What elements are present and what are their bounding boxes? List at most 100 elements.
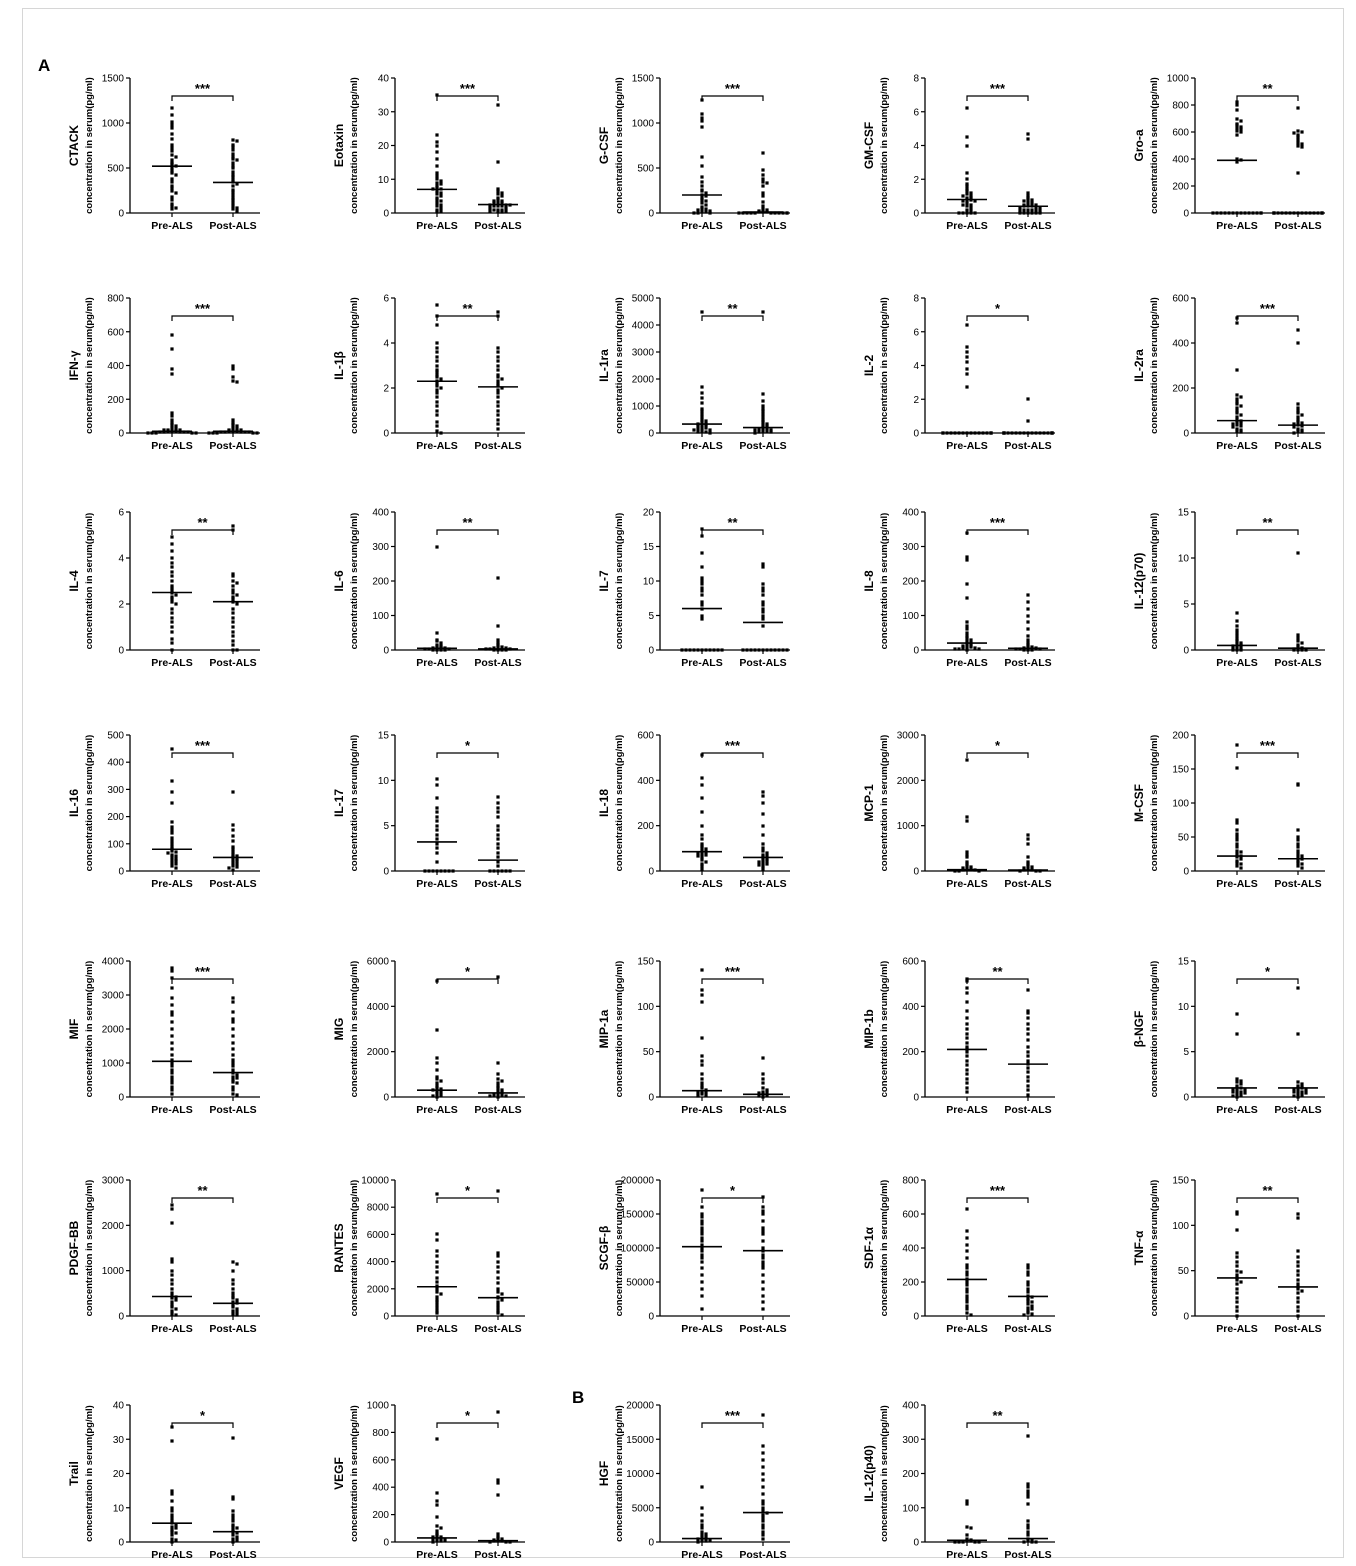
- data-point: [439, 209, 443, 213]
- data-point: [1034, 1540, 1038, 1544]
- data-point: [170, 861, 174, 865]
- data-point: [1026, 211, 1030, 215]
- data-point: [969, 203, 973, 207]
- data-point: [435, 1437, 439, 1441]
- data-point: [496, 208, 500, 212]
- data-point: [496, 864, 500, 868]
- data-point: [190, 431, 194, 435]
- data-point: [451, 869, 455, 873]
- data-point: [761, 1205, 765, 1209]
- data-point: [1296, 842, 1300, 846]
- significance-bracket: [436, 529, 499, 535]
- data-point: [1026, 194, 1030, 198]
- data-point: [1296, 411, 1300, 415]
- y-tick-label: 1500: [102, 74, 125, 85]
- y-tick-label: 3000: [897, 731, 920, 742]
- data-point: [969, 194, 973, 198]
- data-point: [1026, 1482, 1030, 1486]
- data-point: [965, 631, 969, 635]
- data-point: [170, 637, 174, 641]
- data-point: [435, 1089, 439, 1093]
- data-point: [761, 1229, 765, 1233]
- data-point: [231, 155, 235, 159]
- data-point: [231, 196, 235, 200]
- data-point: [761, 1537, 765, 1541]
- y-tick-label: 1000: [102, 1266, 125, 1277]
- y-tick-label: 300: [107, 785, 124, 796]
- data-point: [154, 431, 158, 435]
- data-point: [1030, 201, 1034, 205]
- data-point: [1296, 633, 1300, 637]
- data-point: [435, 186, 439, 190]
- data-point: [700, 1222, 704, 1226]
- data-point: [170, 586, 174, 590]
- category-label: Pre-ALS: [946, 1549, 987, 1561]
- data-point: [435, 1092, 439, 1096]
- data-point: [1022, 208, 1026, 212]
- data-point: [965, 1533, 969, 1537]
- data-point: [170, 195, 174, 199]
- data-point: [496, 355, 500, 359]
- data-point: [1296, 1084, 1300, 1088]
- data-point: [700, 184, 704, 188]
- data-point: [765, 1088, 769, 1092]
- data-point: [761, 1273, 765, 1277]
- data-point: [700, 586, 704, 590]
- y-tick-label: 8000: [367, 1203, 390, 1214]
- y-tick-label: 150: [637, 957, 654, 968]
- data-point: [1235, 1269, 1239, 1273]
- data-point: [435, 1084, 439, 1088]
- data-point: [496, 1481, 500, 1485]
- y-tick-label: 0: [1183, 646, 1189, 657]
- data-point: [700, 796, 704, 800]
- data-point: [170, 333, 174, 337]
- y-tick-label: 6: [383, 294, 389, 305]
- y-axis-unit: concentration in serum(pg/ml): [614, 1180, 625, 1317]
- y-tick-label: 5000: [632, 1503, 655, 1514]
- data-point: [443, 869, 447, 873]
- y-tick-label: 10: [378, 776, 390, 787]
- data-point: [496, 1287, 500, 1291]
- data-point: [170, 189, 174, 193]
- y-tick-label: 0: [383, 209, 389, 220]
- significance-bracket: [171, 1422, 234, 1428]
- data-point: [1239, 1270, 1243, 1274]
- y-tick-label: 2000: [632, 375, 655, 386]
- data-point: [496, 314, 500, 318]
- data-point: [1235, 1300, 1239, 1304]
- data-point: [496, 1536, 500, 1540]
- y-axis-title: MIP-1a: [597, 1009, 611, 1048]
- data-point: [231, 1010, 235, 1014]
- data-point: [170, 1533, 174, 1537]
- y-axis-unit: concentration in serum(pg/ml): [349, 961, 360, 1098]
- data-point: [170, 1003, 174, 1007]
- data-point: [231, 790, 235, 794]
- data-point: [170, 1010, 174, 1014]
- data-point: [170, 853, 174, 857]
- data-point: [231, 607, 235, 611]
- data-point: [1026, 1027, 1030, 1031]
- data-point: [231, 1495, 235, 1499]
- data-point: [700, 119, 704, 123]
- data-point: [235, 1307, 239, 1311]
- data-point: [700, 1086, 704, 1090]
- data-point: [1239, 641, 1243, 645]
- data-point: [170, 1273, 174, 1277]
- significance-label: **: [1262, 1183, 1273, 1198]
- y-tick-label: 600: [902, 1210, 919, 1221]
- data-point: [777, 648, 781, 652]
- data-point: [965, 1266, 969, 1270]
- data-point: [235, 1526, 239, 1530]
- significance-bracket: [1236, 1197, 1299, 1203]
- data-point: [231, 1436, 235, 1440]
- data-point: [761, 412, 765, 416]
- data-point: [969, 643, 973, 647]
- data-point: [704, 203, 708, 207]
- figure-frame: [22, 8, 1344, 1558]
- data-point: [761, 1287, 765, 1291]
- data-point: [170, 158, 174, 162]
- data-point: [231, 611, 235, 615]
- data-point: [696, 427, 700, 431]
